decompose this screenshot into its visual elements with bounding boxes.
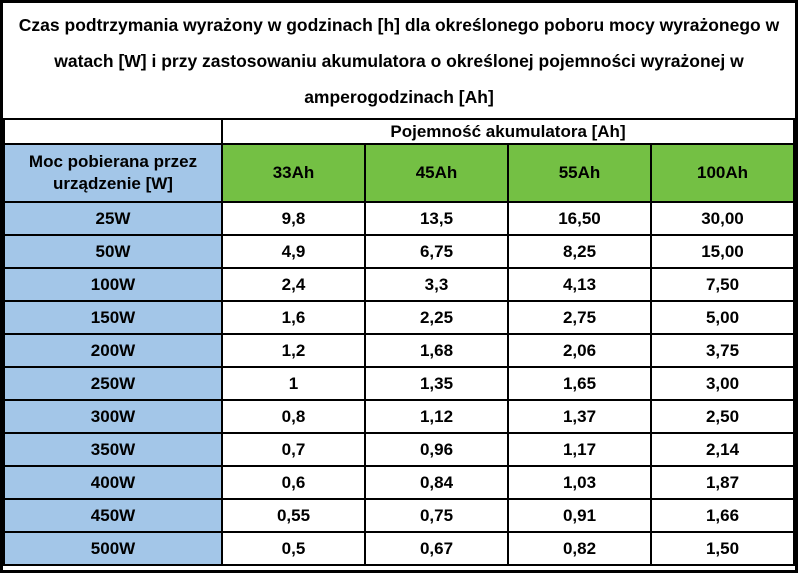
table-row: 450W 0,55 0,75 0,91 1,66 <box>3 498 795 533</box>
value-cell: 1,2 <box>221 333 366 368</box>
value-cell: 3,75 <box>650 333 795 368</box>
capacity-header-cell: Pojemność akumulatora [Ah] <box>221 118 795 145</box>
value-cell: 1,50 <box>650 531 795 566</box>
value-cell: 0,84 <box>364 465 509 500</box>
power-cell: 350W <box>3 432 223 467</box>
backup-time-table: Pojemność akumulatora [Ah] Moc pobierana… <box>3 118 795 566</box>
value-cell: 0,7 <box>221 432 366 467</box>
value-cell: 1,37 <box>507 399 652 434</box>
value-cell: 2,06 <box>507 333 652 368</box>
capacity-column-header: 55Ah <box>507 143 652 203</box>
value-cell: 0,67 <box>364 531 509 566</box>
power-cell: 25W <box>3 201 223 236</box>
value-cell: 0,55 <box>221 498 366 533</box>
value-cell: 2,25 <box>364 300 509 335</box>
table-row: 50W 4,9 6,75 8,25 15,00 <box>3 234 795 269</box>
power-cell: 50W <box>3 234 223 269</box>
value-cell: 0,75 <box>364 498 509 533</box>
value-cell: 9,8 <box>221 201 366 236</box>
capacity-column-header: 45Ah <box>364 143 509 203</box>
empty-corner-cell <box>3 118 223 145</box>
power-cell: 100W <box>3 267 223 302</box>
value-cell: 0,82 <box>507 531 652 566</box>
table-row: 350W 0,7 0,96 1,17 2,14 <box>3 432 795 467</box>
table-row: 200W 1,2 1,68 2,06 3,75 <box>3 333 795 368</box>
value-cell: 1,35 <box>364 366 509 401</box>
capacity-column-header: 100Ah <box>650 143 795 203</box>
value-cell: 7,50 <box>650 267 795 302</box>
value-cell: 2,4 <box>221 267 366 302</box>
value-cell: 0,6 <box>221 465 366 500</box>
table-row: 300W 0,8 1,12 1,37 2,50 <box>3 399 795 434</box>
value-cell: 1,12 <box>364 399 509 434</box>
value-cell: 6,75 <box>364 234 509 269</box>
value-cell: 30,00 <box>650 201 795 236</box>
value-cell: 4,9 <box>221 234 366 269</box>
value-cell: 3,3 <box>364 267 509 302</box>
value-cell: 4,13 <box>507 267 652 302</box>
value-cell: 16,50 <box>507 201 652 236</box>
value-cell: 2,75 <box>507 300 652 335</box>
value-cell: 0,8 <box>221 399 366 434</box>
capacity-columns-row: Moc pobierana przez urządzenie [W] 33Ah 4… <box>3 143 795 203</box>
capacity-column-header: 33Ah <box>221 143 366 203</box>
value-cell: 2,50 <box>650 399 795 434</box>
value-cell: 1,87 <box>650 465 795 500</box>
value-cell: 5,00 <box>650 300 795 335</box>
power-cell: 300W <box>3 399 223 434</box>
value-cell: 0,91 <box>507 498 652 533</box>
table-row: 25W 9,8 13,5 16,50 30,00 <box>3 201 795 236</box>
power-cell: 250W <box>3 366 223 401</box>
table-body: 25W 9,8 13,5 16,50 30,00 50W 4,9 6,75 8,25 15,00 1… <box>3 201 795 566</box>
value-cell: 1,6 <box>221 300 366 335</box>
value-cell: 1,68 <box>364 333 509 368</box>
value-cell: 1,03 <box>507 465 652 500</box>
value-cell: 0,96 <box>364 432 509 467</box>
table-row: 400W 0,6 0,84 1,03 1,87 <box>3 465 795 500</box>
value-cell: 8,25 <box>507 234 652 269</box>
value-cell: 2,14 <box>650 432 795 467</box>
table-row: 150W 1,6 2,25 2,75 5,00 <box>3 300 795 335</box>
capacity-header-row: Pojemność akumulatora [Ah] <box>3 118 795 145</box>
power-cell: 450W <box>3 498 223 533</box>
value-cell: 3,00 <box>650 366 795 401</box>
value-cell: 1,65 <box>507 366 652 401</box>
power-cell: 150W <box>3 300 223 335</box>
value-cell: 1,66 <box>650 498 795 533</box>
value-cell: 13,5 <box>364 201 509 236</box>
value-cell: 1,17 <box>507 432 652 467</box>
value-cell: 0,5 <box>221 531 366 566</box>
table-row: 250W 1 1,35 1,65 3,00 <box>3 366 795 401</box>
power-cell: 500W <box>3 531 223 566</box>
value-cell: 1 <box>221 366 366 401</box>
value-cell: 15,00 <box>650 234 795 269</box>
power-column-header: Moc pobierana przez urządzenie [W] <box>3 143 223 203</box>
power-cell: 200W <box>3 333 223 368</box>
table-row: 500W 0,5 0,67 0,82 1,50 <box>3 531 795 566</box>
table-row: 100W 2,4 3,3 4,13 7,50 <box>3 267 795 302</box>
page-title: Czas podtrzymania wyrażony w godzinach [… <box>18 14 780 107</box>
power-cell: 400W <box>3 465 223 500</box>
